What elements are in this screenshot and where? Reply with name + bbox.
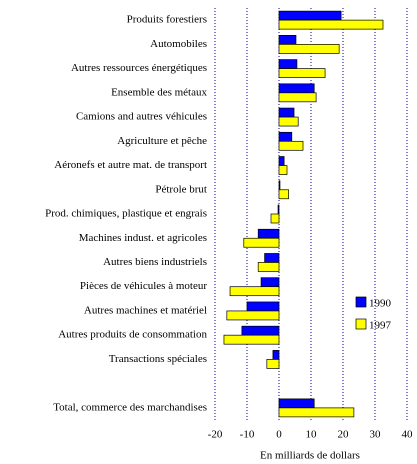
- bar: [278, 19, 384, 30]
- y-tick-label: Machines indust. et agricoles: [79, 232, 207, 244]
- y-tick-label: Autres produits de consommation: [58, 329, 207, 341]
- y-tick-label: Pétrole brut: [155, 183, 207, 195]
- x-tick-label: 20: [338, 429, 350, 441]
- x-tick-label: 40: [402, 429, 414, 441]
- legend-swatch: [355, 296, 367, 308]
- bar: [278, 10, 342, 21]
- bar: [278, 116, 299, 127]
- y-tick-label: Aéronefs et autre mat. de transport: [54, 159, 207, 171]
- bar: [278, 83, 315, 94]
- bar: [257, 262, 280, 272]
- bar: [278, 156, 285, 166]
- y-tick-label: Total, commerce des marchandises: [53, 401, 207, 413]
- x-tick-label: 30: [370, 429, 382, 441]
- bar: [223, 334, 280, 345]
- bar: [278, 59, 298, 69]
- y-tick-label: Ensemble des métaux: [111, 86, 207, 98]
- bar: [278, 407, 355, 418]
- y-tick-label: Produits forestiers: [127, 14, 207, 26]
- y-tick-label: Prod. chimiques, plastique et engrais: [45, 208, 207, 220]
- y-tick-label: Autres machines et matériel: [84, 304, 207, 316]
- bar: [260, 277, 280, 288]
- bar: [278, 107, 295, 118]
- bar: [278, 92, 317, 103]
- bar: [246, 301, 280, 312]
- bar: [266, 359, 280, 369]
- legend-label: 1990: [369, 298, 392, 310]
- bar: [278, 131, 293, 142]
- bar: [278, 68, 326, 78]
- y-tick-label: Automobiles: [150, 38, 207, 50]
- legend-swatch: [355, 318, 367, 330]
- bar: [272, 350, 280, 360]
- y-tick-label: Transactions spéciales: [109, 353, 207, 365]
- x-axis-label: En milliards de dollars: [260, 450, 360, 462]
- x-tick-label: -20: [208, 429, 223, 441]
- x-tick-label: 0: [276, 429, 282, 441]
- bar: [270, 213, 280, 224]
- bar: [278, 35, 297, 45]
- y-tick-label: Agriculture et pêche: [117, 135, 207, 147]
- bar: [278, 189, 289, 200]
- y-tick-label: Camions and autres véhicules: [76, 111, 207, 123]
- y-tick-label: Pièces de véhicules à moteur: [80, 280, 207, 292]
- bar: [257, 228, 280, 239]
- y-tick-label: Autres ressources énergétiques: [71, 62, 207, 74]
- x-tick-label: 10: [306, 429, 318, 441]
- bar: [243, 237, 280, 248]
- bar: [229, 286, 280, 297]
- bar: [277, 204, 280, 215]
- bar: [278, 180, 281, 191]
- y-tick-label: Autres biens industriels: [103, 256, 207, 268]
- bar: [278, 165, 288, 175]
- bar: [226, 310, 280, 321]
- bar: [264, 253, 280, 263]
- bar: [278, 398, 315, 409]
- legend-label: 1997: [369, 320, 392, 332]
- x-tick-label: -10: [240, 429, 255, 441]
- bar: [241, 325, 280, 336]
- bar: [278, 44, 340, 54]
- bar: [278, 140, 304, 151]
